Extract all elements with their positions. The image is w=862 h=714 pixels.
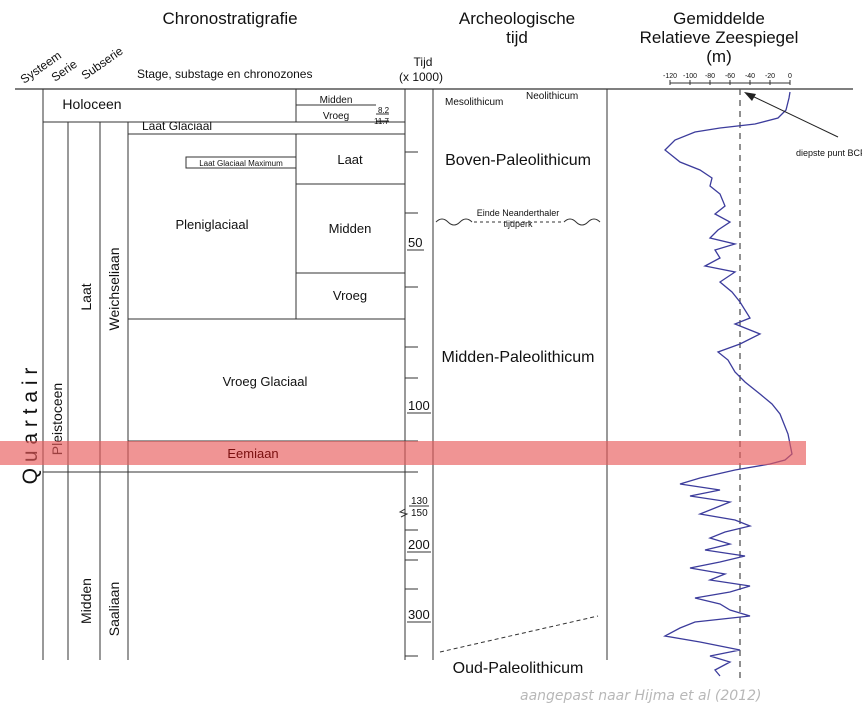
sea-tick-label: -60 <box>725 73 735 80</box>
label-quartair: Q u a r t a i r <box>19 368 42 485</box>
label-midden-paleolithicum: Midden-Paleolithicum <box>442 349 595 366</box>
annotation-arrow-head <box>744 92 756 101</box>
label-eemiaan: Eemiaan <box>227 446 278 461</box>
header-stage: Stage, substage en chronozones <box>137 67 312 81</box>
label-holo-vroeg: Vroeg <box>323 111 349 122</box>
time-label-130: 130 <box>411 496 428 507</box>
sea-tick-label: -120 <box>663 73 677 80</box>
time-label-200: 200 <box>408 537 430 552</box>
label-holo-midden: Midden <box>320 95 353 106</box>
label-pleistoceen: Pleistoceen <box>49 383 65 455</box>
label-saaliaan: Saaliaan <box>106 582 122 637</box>
label-pleni-laat: Laat <box>337 152 363 167</box>
label-einde-line1: Einde Neanderthaler <box>477 208 560 218</box>
wavy-line-left <box>435 218 473 226</box>
label-holoceen: Holoceen <box>62 96 121 112</box>
sea-tick-label: -40 <box>745 73 755 80</box>
annotation-diepste-punt: diepste punt BCP <box>796 148 862 158</box>
header-archeologische-line1: Archeologische <box>459 9 575 28</box>
sea-tick-label: -100 <box>683 73 697 80</box>
sea-level-curve <box>663 91 793 677</box>
sea-tick-label: -80 <box>705 73 715 80</box>
label-neolithicum: Neolithicum <box>526 91 578 102</box>
header-subserie: Subserie <box>79 44 126 83</box>
label-pleni-midden: Midden <box>329 221 372 236</box>
label-vroeg-glaciaal: Vroeg Glaciaal <box>223 374 308 389</box>
label-einde-line2: tijdperk <box>503 219 533 229</box>
label-pleni-vroeg: Vroeg <box>333 288 367 303</box>
label-laat-glaciaal: Laat Glaciaal <box>142 119 212 133</box>
label-boven-paleolithicum: Boven-Paleolithicum <box>445 152 591 169</box>
label-pleniglaciaal: Pleniglaciaal <box>176 217 249 232</box>
eemiaan-band <box>0 441 806 465</box>
sea-tick-label: -20 <box>765 73 775 80</box>
dashed-line-oud <box>439 615 599 653</box>
label-oud-paleolithicum: Oud-Paleolithicum <box>453 660 584 677</box>
header-tijd-line1: Tijd <box>414 55 433 69</box>
lgm-box <box>185 156 297 169</box>
header-zeespiegel-line2: Relatieve Zeespiegel <box>640 28 799 47</box>
time-label-50: 50 <box>408 235 422 250</box>
time-label-150: 150 <box>411 508 428 519</box>
time-label-300: 300 <box>408 607 430 622</box>
header-tijd-line2: (x 1000) <box>399 70 443 84</box>
wavy-line-right <box>563 218 601 226</box>
header-archeologische-line2: tijd <box>506 28 528 47</box>
header-zeespiegel-line1: Gemiddelde <box>673 9 765 28</box>
time-label-8-2: 8.2 <box>378 106 390 115</box>
annotation-arrow-line <box>749 94 839 138</box>
credit-text: aangepast naar Hijma et al (2012) <box>520 688 762 704</box>
sea-level-axis: -120 -100 -80 -60 -40 -20 0 <box>663 73 792 85</box>
axis-break-icon <box>398 508 409 518</box>
header-chronostratigrafie: Chronostratigrafie <box>162 9 297 28</box>
label-weichseliaan: Weichseliaan <box>106 247 122 330</box>
label-mesolithicum: Mesolithicum <box>445 97 503 108</box>
header-zeespiegel-line3: (m) <box>706 47 731 66</box>
label-laat: Laat <box>78 283 94 310</box>
label-lgm: Laat Glaciaal Maximum <box>199 159 283 168</box>
time-label-11-7: 11.7 <box>374 117 390 126</box>
sea-tick-label: 0 <box>788 73 792 80</box>
time-label-100: 100 <box>408 398 430 413</box>
label-midden: Midden <box>78 578 94 624</box>
